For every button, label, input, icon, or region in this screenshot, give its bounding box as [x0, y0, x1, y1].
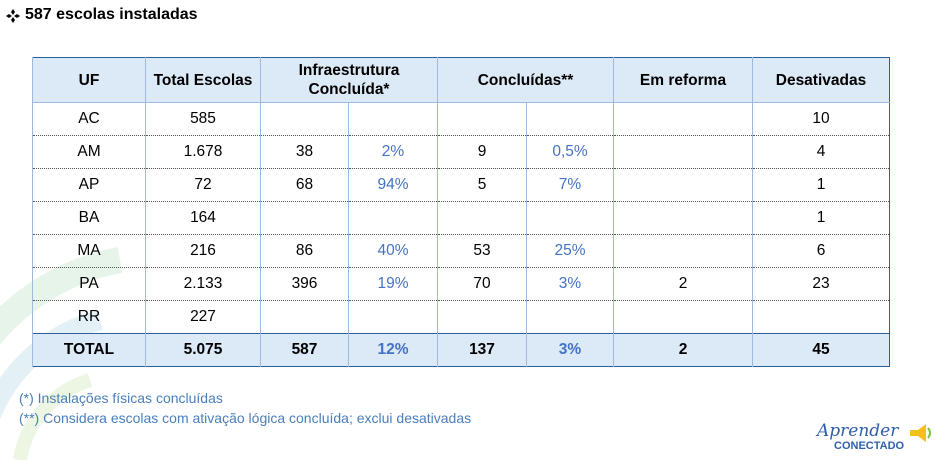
- table-cell: PA: [32, 267, 146, 301]
- logo-text: CONECTADO: [834, 440, 905, 452]
- logo: Aprender CONECTADO: [812, 418, 937, 458]
- total-cell: 587: [260, 333, 349, 367]
- table-cell: 9: [437, 135, 527, 169]
- arc: [13, 373, 93, 460]
- table-cell: [613, 102, 753, 136]
- table-cell: 5: [437, 168, 527, 202]
- page-title: 587 escolas instaladas: [25, 6, 198, 23]
- table-cell: 164: [145, 201, 261, 235]
- footnote: (*) Instalações físicas concluídas: [19, 390, 223, 406]
- table-cell: [613, 234, 753, 268]
- table-cell: [348, 300, 438, 334]
- header-row: UF Total Escolas Infraestrutura Concluída*…: [32, 57, 890, 103]
- table-cell: [526, 102, 614, 136]
- table-cell: AP: [32, 168, 146, 202]
- footnote: (**) Considera escolas com ativação lógi…: [19, 410, 472, 426]
- table-cell: AM: [32, 135, 146, 169]
- total-cell: 5.075: [145, 333, 261, 367]
- table-cell: 216: [145, 234, 261, 268]
- table-row: PA 2.133 396 19% 70 3% 2 23: [32, 267, 890, 301]
- total-row: TOTAL 5.075 587 12% 137 3% 2 45: [32, 333, 890, 367]
- table-cell: 2: [613, 267, 753, 301]
- table-cell: 68: [260, 168, 349, 202]
- bullet-icon: [6, 9, 20, 23]
- table-cell: [526, 201, 614, 235]
- total-cell: 12%: [348, 333, 438, 367]
- table-cell: [437, 201, 527, 235]
- table-cell: [437, 102, 527, 136]
- data-table: UF Total Escolas Infraestrutura Concluída*…: [32, 57, 890, 367]
- table-cell: 2.133: [145, 267, 261, 301]
- logo-text: Aprender: [817, 421, 899, 441]
- table-cell: 72: [145, 168, 261, 202]
- table-row: RR 227: [32, 300, 890, 334]
- table-cell: BA: [32, 201, 146, 235]
- table-cell: 0,5%: [526, 135, 614, 169]
- table-cell: 3%: [526, 267, 614, 301]
- table-cell: [348, 102, 438, 136]
- table-cell: 38: [260, 135, 349, 169]
- table-cell: 1.678: [145, 135, 261, 169]
- table-cell: 227: [145, 300, 261, 334]
- column-header: Em reforma: [613, 57, 753, 103]
- logo-icon: [910, 424, 931, 442]
- table-cell: [260, 102, 349, 136]
- column-header: Concluídas**: [437, 57, 614, 103]
- table-cell: [526, 300, 614, 334]
- table-cell: 70: [437, 267, 527, 301]
- column-header: Total Escolas: [145, 57, 261, 103]
- table-cell: 4: [752, 135, 890, 169]
- total-cell: 3%: [526, 333, 614, 367]
- table-row: AC 585 10: [32, 102, 890, 136]
- table-cell: 19%: [348, 267, 438, 301]
- table-cell: AC: [32, 102, 146, 136]
- table-cell: 40%: [348, 234, 438, 268]
- column-header: Infraestrutura Concluída*: [260, 57, 438, 103]
- table-cell: [613, 135, 753, 169]
- table-cell: 53: [437, 234, 527, 268]
- table-cell: [437, 300, 527, 334]
- table-cell: 585: [145, 102, 261, 136]
- table-cell: 25%: [526, 234, 614, 268]
- table-cell: [752, 300, 890, 334]
- table-cell: 7%: [526, 168, 614, 202]
- table-row: MA 216 86 40% 53 25% 6: [32, 234, 890, 268]
- table-cell: 396: [260, 267, 349, 301]
- total-cell: 2: [613, 333, 753, 367]
- column-header: UF: [32, 57, 146, 103]
- table-cell: 94%: [348, 168, 438, 202]
- table-cell: 6: [752, 234, 890, 268]
- total-cell: TOTAL: [32, 333, 146, 367]
- column-header: Desativadas: [752, 57, 890, 103]
- table-cell: 23: [752, 267, 890, 301]
- table-cell: 86: [260, 234, 349, 268]
- table-cell: 1: [752, 168, 890, 202]
- total-cell: 137: [437, 333, 527, 367]
- total-cell: 45: [752, 333, 890, 367]
- table-cell: [613, 201, 753, 235]
- table-cell: 2%: [348, 135, 438, 169]
- table-cell: [260, 201, 349, 235]
- table-cell: MA: [32, 234, 146, 268]
- table-cell: [260, 300, 349, 334]
- table-row: AP 72 68 94% 5 7% 1: [32, 168, 890, 202]
- table-row: BA 164 1: [32, 201, 890, 235]
- table-cell: 10: [752, 102, 890, 136]
- table-row: AM 1.678 38 2% 9 0,5% 4: [32, 135, 890, 169]
- table-cell: 1: [752, 201, 890, 235]
- table-cell: RR: [32, 300, 146, 334]
- table-cell: [613, 168, 753, 202]
- table-cell: [613, 300, 753, 334]
- table-cell: [348, 201, 438, 235]
